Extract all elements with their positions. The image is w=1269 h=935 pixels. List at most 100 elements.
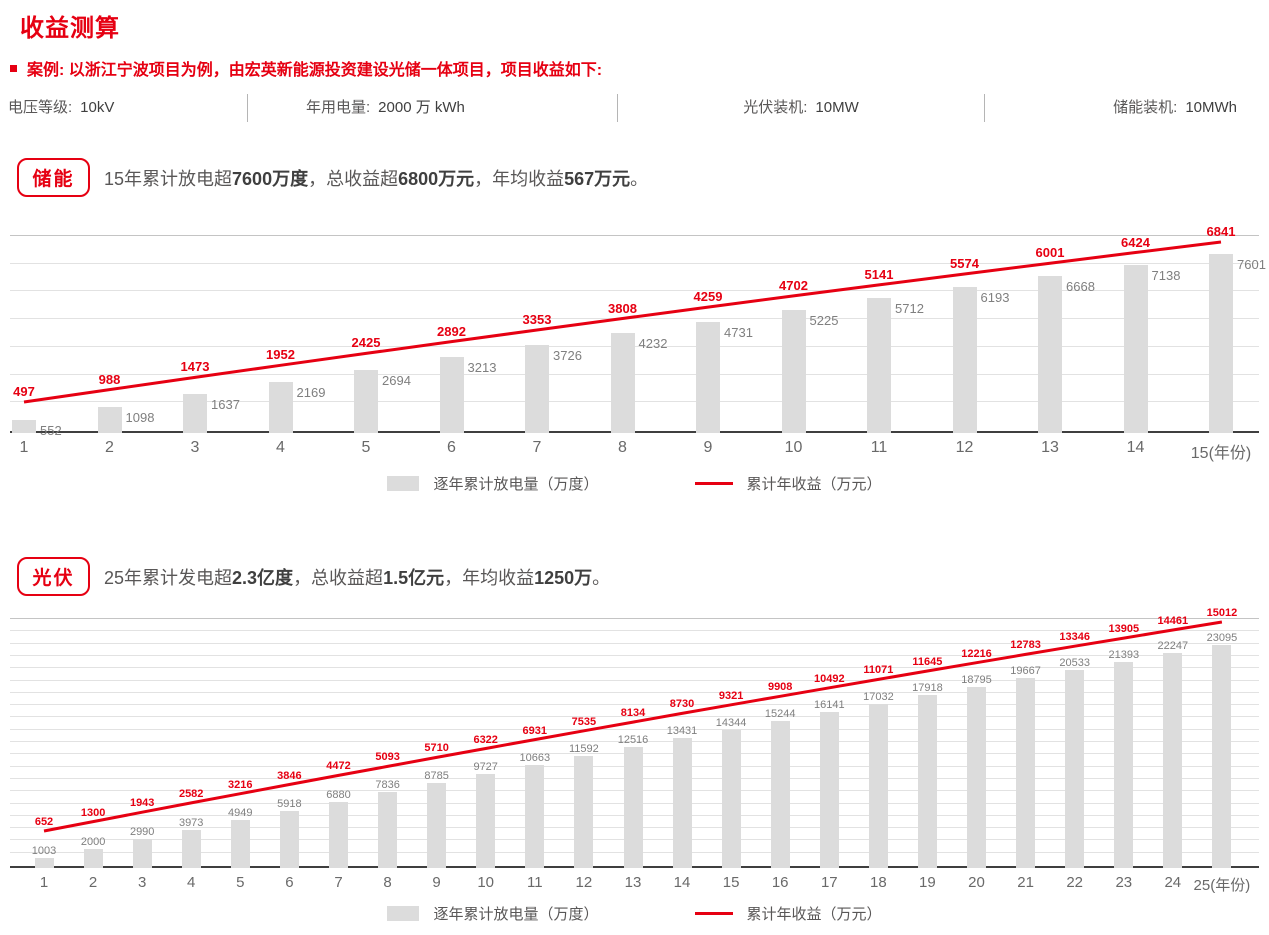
bar [1016,678,1036,868]
gridline [10,401,1259,403]
line-series-swatch [694,482,733,485]
gridline [10,235,1259,236]
x-axis-label: 4 [187,874,196,891]
bar [525,345,549,433]
bar [952,287,977,433]
x-axis-label: 15 [722,874,740,891]
x-axis-label: 5 [361,439,371,456]
x-axis-label: 5 [236,874,245,891]
bar-value-label: 7138 [1151,267,1181,283]
bar [917,695,937,868]
bar-value-label: 1003 [31,845,57,858]
line-value-label: 12216 [961,647,992,660]
x-axis-label: 11 [870,439,888,456]
bar-value-label: 6668 [1066,278,1095,294]
param-annual-consumption: 年用电量: 2000 万 kWh [247,94,617,122]
line-value-label: 5710 [424,742,449,755]
bar-series-swatch [387,906,420,921]
x-axis-label: 12 [575,874,593,891]
bar-value-label: 7601 [1237,256,1266,272]
bar-value-label: 21393 [1108,648,1140,661]
bar-value-label: 13431 [666,725,698,738]
x-axis-label: 9 [432,874,441,891]
line-value-label: 9908 [767,681,793,694]
x-axis-label: 21 [1017,874,1034,891]
bar [83,848,103,868]
param-label: 电压等级: [8,99,73,116]
case-note-text: 案例: 以浙江宁波项目为例，由宏英新能源投资建设光储一体项目，项目收益如下: [27,62,603,79]
storage-badge: 储能 [17,158,90,197]
bar [867,298,891,433]
bar-value-label: 3726 [553,348,582,364]
line-value-label: 3216 [228,778,253,791]
x-axis-label: 3 [190,439,200,456]
x-axis-label: 8 [383,874,392,891]
bar-value-label: 2000 [80,835,106,848]
headline-segment: 6800万元 [398,168,475,189]
revenue-line-path [23,240,1222,404]
legend-item-bars: 逐年累计放电量（万度） [387,473,599,494]
pv-chart: 1003 2000 2990 3973 4949 5918 6880 7836 8785 9727… [10,607,1259,894]
bar [672,738,692,868]
headline-segment: 2.3亿度 [232,567,294,588]
bar [868,703,888,868]
bar [378,792,398,868]
x-axis-label: 7 [334,874,343,891]
bar [781,309,806,433]
line-value-label: 10492 [814,672,845,685]
line-value-label: 3846 [277,769,302,782]
bar-value-label: 14344 [715,716,747,729]
bar-value-label: 4949 [228,807,253,820]
bullet-square-icon [10,64,17,72]
headline-segment: ，年均收益 [474,168,565,189]
bar-series-label: 逐年累计放电量（万度） [433,906,599,923]
x-axis-label: 13 [1041,439,1059,456]
headline-segment: 1.5亿元 [383,567,445,588]
bar-value-label: 2169 [296,384,326,400]
line-value-label: 6841 [1206,224,1236,239]
bar-value-label: 5225 [809,312,839,328]
revenue-line [23,240,1222,404]
bar-value-label: 17918 [912,682,943,694]
line-value-label: 11645 [912,656,943,668]
x-axis-label: 14 [673,874,691,891]
x-axis-label: 16 [771,874,789,891]
bar [427,783,447,868]
x-axis-label: 7 [532,439,542,456]
gridline [10,704,1259,706]
param-label: 储能装机: [1113,99,1178,116]
pv-headline: 25年累计发电超2.3亿度，总收益超1.5亿元，年均收益1250万。 [104,564,610,590]
line-value-label: 15012 [1206,607,1238,619]
x-axis-label: 13 [624,874,642,891]
line-value-label: 4702 [779,277,808,293]
x-axis-label: 19 [919,874,936,891]
bar-value-label: 2990 [129,826,155,839]
gridline [10,667,1259,669]
bar [439,357,464,433]
storage-chart-legend: 逐年累计放电量（万度） 累计年收益（万元） [0,473,1269,494]
x-axis-label: 6 [447,439,456,456]
pv-chart-legend: 逐年累计放电量（万度） 累计年收益（万元） [0,903,1269,924]
line-value-label: 2582 [178,787,204,800]
gridline [10,716,1259,718]
x-axis-label: 14 [1126,439,1145,456]
line-value-label: 8730 [669,698,695,711]
line-value-label: 652 [34,816,54,828]
line-series-swatch [694,912,733,915]
headline-segment: ，年均收益 [444,567,535,588]
bar-value-label: 20533 [1059,656,1090,669]
headline-segment: ，总收益超 [308,168,399,189]
gridline [10,654,1259,656]
x-axis-label: 1 [19,439,29,456]
line-value-label: 5141 [864,266,894,282]
bar-value-label: 22247 [1157,640,1189,653]
line-value-label: 6424 [1121,234,1150,250]
x-axis-label: 9 [703,439,713,456]
x-axis-label: 4 [276,439,285,456]
bar [230,820,250,868]
x-axis-label: 3 [138,874,147,891]
bar [329,801,348,868]
x-axis-label: 6 [285,874,294,891]
headline-segment: 7600万度 [232,168,309,189]
headline-segment: ，总收益超 [293,567,384,588]
